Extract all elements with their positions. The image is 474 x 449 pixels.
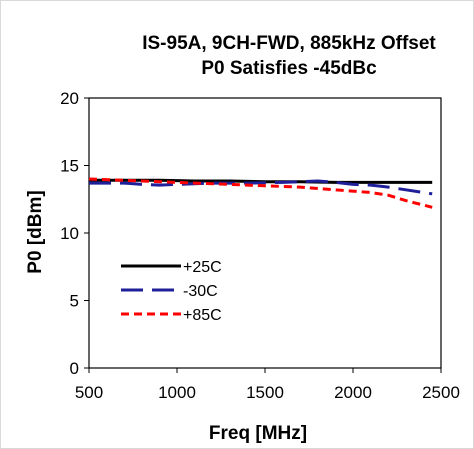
- series-line-1: [89, 179, 433, 196]
- y-tick-label: 10: [60, 224, 79, 243]
- y-tick-label: 15: [60, 157, 79, 176]
- x-tick-label: 2500: [422, 383, 460, 402]
- y-tick-label: 20: [60, 89, 79, 108]
- legend-label-0: +25C: [183, 259, 222, 276]
- chart-subtitle: P0 Satisfies -45dBc: [201, 58, 377, 79]
- legend: +25C -30C +85C: [121, 259, 222, 324]
- x-tick-label: 1000: [158, 383, 196, 402]
- x-axis: 500 1000 1500 2000 2500: [75, 368, 460, 402]
- x-axis-label: Freq [MHz]: [209, 423, 307, 444]
- legend-label-1: -30C: [183, 283, 218, 300]
- series-line-2: [88, 177, 433, 209]
- plot-area: [88, 97, 442, 369]
- series-lines: [88, 177, 433, 209]
- x-tick-label: 500: [75, 383, 103, 402]
- x-tick-label: 2000: [334, 383, 372, 402]
- x-tick-label: 1500: [246, 383, 284, 402]
- y-tick-label: 5: [70, 292, 79, 311]
- y-axis-label: P0 [dBm]: [25, 190, 46, 273]
- y-tick-label: 0: [70, 359, 79, 378]
- legend-label-2: +85C: [183, 307, 222, 324]
- chart-title: IS-95A, 9CH-FWD, 885kHz Offset: [142, 33, 436, 54]
- y-axis: 0 5 10 15 20: [60, 89, 89, 378]
